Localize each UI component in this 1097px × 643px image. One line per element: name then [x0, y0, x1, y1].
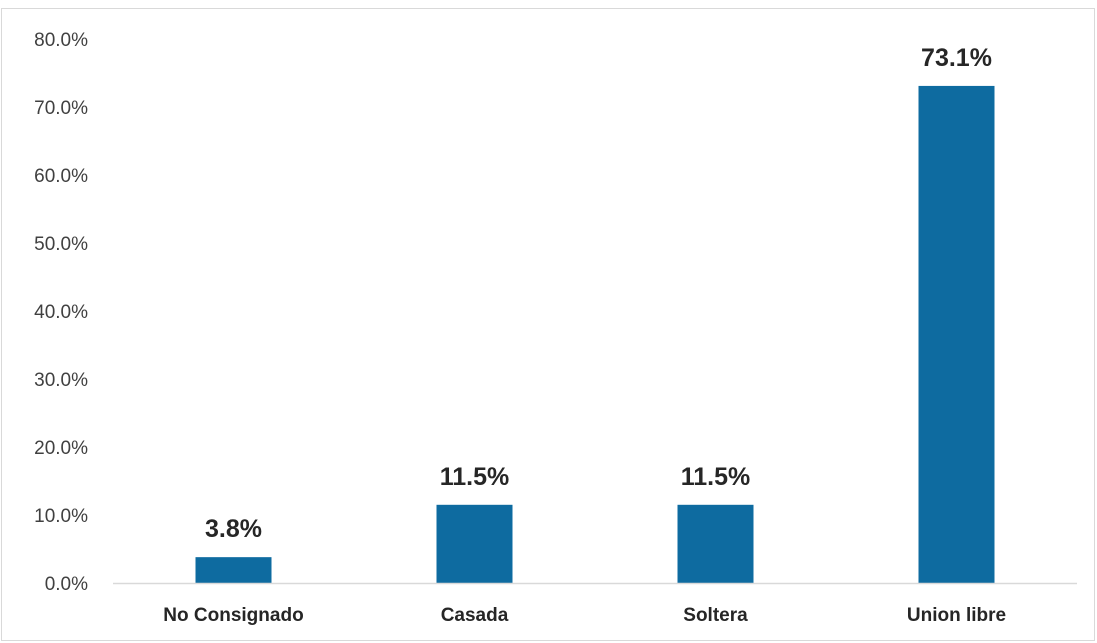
y-tick-label: 70.0% [34, 98, 88, 119]
x-tick-label: Casada [441, 605, 509, 626]
bar-chart: 0.0% 10.0% 20.0% 30.0% 40.0% 50.0% 60.0% 70.0% 8… [34, 30, 1077, 626]
data-label: 11.5% [681, 463, 751, 491]
x-axis: No Consignado Casada Soltera Union libre [113, 582, 1077, 626]
y-tick-label: 80.0% [34, 30, 88, 51]
y-tick-label: 30.0% [34, 370, 88, 391]
y-axis: 0.0% 10.0% 20.0% 30.0% 40.0% 50.0% 60.0% 70.0% 8… [34, 30, 88, 595]
bar [195, 557, 272, 583]
x-tick-label: Union libre [907, 605, 1006, 626]
y-tick-label: 10.0% [34, 506, 88, 527]
data-label: 73.1% [921, 44, 992, 72]
bar [918, 85, 995, 584]
y-tick-label: 0.0% [45, 574, 88, 595]
y-tick-label: 40.0% [34, 302, 88, 323]
x-tick-label: No Consignado [163, 605, 303, 626]
bar [436, 504, 513, 583]
bars [195, 85, 995, 584]
x-tick-label: Soltera [683, 605, 748, 626]
y-tick-label: 20.0% [34, 438, 88, 459]
bar [677, 504, 754, 583]
chart-frame: 0.0% 10.0% 20.0% 30.0% 40.0% 50.0% 60.0% 70.0% 8… [1, 8, 1095, 641]
data-label: 11.5% [440, 463, 510, 491]
y-tick-label: 60.0% [34, 166, 88, 187]
data-label: 3.8% [205, 515, 262, 543]
data-labels: 3.8% 11.5% 11.5% 73.1% [205, 44, 992, 543]
y-tick-label: 50.0% [34, 234, 88, 255]
